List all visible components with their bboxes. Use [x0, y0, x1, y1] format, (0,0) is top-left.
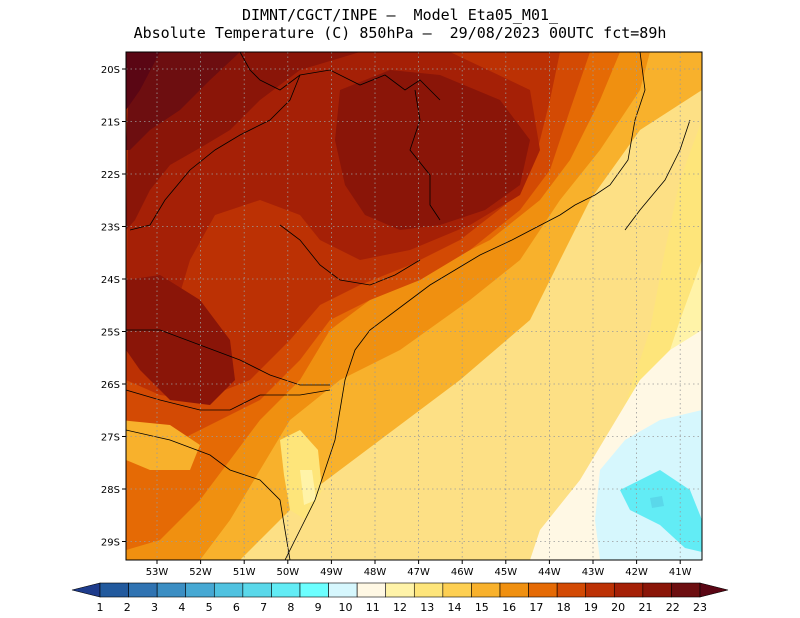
colorbar-swatch [328, 582, 358, 598]
field-12-coastal [300, 470, 316, 505]
colorbar-swatch [699, 582, 729, 598]
colorbar-swatch [642, 582, 672, 598]
colorbar-label: 22 [666, 601, 680, 614]
state-border-rs [126, 389, 331, 411]
colorbar-label: 19 [584, 601, 598, 614]
latitude-labels: 20S 21S 22S 23S 24S 25S 26S 27S 28S 29S [101, 65, 126, 549]
colorbar-swatch [499, 582, 529, 598]
colorbar-label: 7 [260, 601, 267, 614]
state-border-mg [409, 89, 441, 221]
coastline-borders [126, 52, 691, 560]
lat-label: 21S [101, 118, 120, 129]
state-border-sc [126, 329, 330, 386]
colorbar-label: 1 [97, 601, 104, 614]
lat-label: 22S [101, 170, 120, 181]
coastline-east [624, 119, 691, 231]
colorbar-label: 4 [178, 601, 185, 614]
colorbar-label: 15 [475, 601, 489, 614]
field-15-southwest [126, 420, 200, 470]
colorbar-swatch [299, 582, 329, 598]
field-7-offshore [650, 496, 664, 508]
lon-label: 52W [189, 567, 212, 578]
lat-label: 28S [101, 485, 120, 496]
colorbar-label: 2 [124, 601, 131, 614]
colorbar-label: 17 [529, 601, 543, 614]
lat-label: 23S [101, 223, 120, 234]
state-border-west [129, 74, 301, 231]
colorbar-swatch [213, 582, 244, 598]
colorbar-label: 6 [233, 601, 240, 614]
colorbar-label: 5 [206, 601, 213, 614]
colorbar-swatch [128, 582, 158, 598]
lon-label: 42W [625, 567, 648, 578]
colorbar-label: 12 [393, 601, 407, 614]
colorbar-swatch [242, 582, 272, 598]
colorbar-swatch [528, 582, 558, 598]
colorbar-swatch [156, 582, 187, 598]
colorbar-label: 8 [287, 601, 294, 614]
lon-label: 49W [320, 567, 343, 578]
colorbar-swatch [271, 582, 301, 598]
colorbar-swatch [99, 582, 129, 598]
colorbar-swatch [71, 582, 101, 598]
colorbar-swatch [185, 582, 215, 598]
lat-label: 29S [101, 538, 120, 549]
lat-label: 24S [101, 275, 120, 286]
lon-label: 45W [494, 567, 517, 578]
lon-label: 53W [146, 567, 169, 578]
colorbar-label: 18 [557, 601, 571, 614]
colorbar-label: 23 [693, 601, 707, 614]
temperature-colorbar: 1 2 3 4 5 6 7 8 9 10 11 12 13 14 15 16 17 18 19 20 21 22 23 [71, 582, 729, 614]
temperature-field [126, 52, 702, 560]
colorbar-label: 11 [366, 601, 380, 614]
lat-label: 25S [101, 328, 120, 339]
state-border-south [126, 429, 291, 560]
lon-label: 44W [538, 567, 561, 578]
lat-label: 27S [101, 433, 120, 444]
lon-label: 43W [582, 567, 605, 578]
lon-label: 50W [276, 567, 299, 578]
colorbar-label: 10 [338, 601, 352, 614]
colorbar-label: 13 [420, 601, 434, 614]
colorbar-swatch [442, 582, 472, 598]
state-border-pr [279, 224, 421, 286]
colorbar-swatch [356, 582, 387, 598]
colorbar-swatch [471, 582, 501, 598]
coastline [284, 52, 646, 560]
colorbar-swatch [556, 582, 587, 598]
field-21-east [335, 70, 530, 230]
colorbar-swatch [671, 582, 701, 598]
lon-label: 41W [669, 567, 692, 578]
longitude-labels: 53W 52W 51W 50W 49W 48W 47W 46W 45W 44W 43W 42W 41W [146, 560, 692, 578]
state-border-north [239, 52, 441, 101]
map-frame [125, 51, 703, 561]
map-title-line-1: DIMNT/CGCT/INPE — Model Eta05_M01_ [241, 6, 559, 24]
colorbar-label: 21 [638, 601, 652, 614]
lon-label: 51W [233, 567, 256, 578]
colorbar-swatch [613, 582, 644, 598]
field-23 [126, 52, 160, 110]
lat-label: 26S [101, 380, 120, 391]
field-22 [126, 52, 240, 150]
lon-label: 46W [451, 567, 474, 578]
colorbar-label: 9 [315, 601, 322, 614]
colorbar-swatch [413, 582, 444, 598]
field-8-offshore [620, 470, 702, 552]
lon-label: 48W [364, 567, 387, 578]
coordinate-grid [126, 52, 702, 560]
field-21-west [126, 275, 235, 405]
lon-label: 47W [407, 567, 430, 578]
colorbar-label: 14 [448, 601, 462, 614]
colorbar-swatch [585, 582, 615, 598]
lat-label: 20S [101, 65, 120, 76]
map-title-line-2: Absolute Temperature (C) 850hPa — 29/08/… [133, 24, 667, 42]
colorbar-label: 16 [502, 601, 516, 614]
colorbar-label: 20 [611, 601, 625, 614]
colorbar-swatch [385, 582, 415, 598]
colorbar-label: 3 [151, 601, 158, 614]
